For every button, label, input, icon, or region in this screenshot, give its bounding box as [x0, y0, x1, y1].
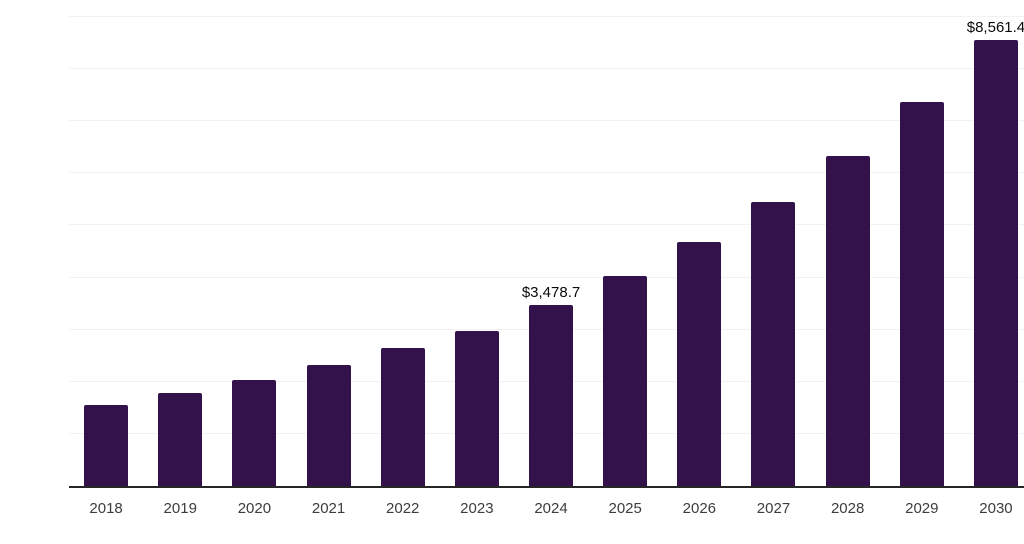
bar [232, 380, 277, 486]
bar-slot [69, 16, 143, 486]
gridline [69, 16, 1024, 17]
bar [751, 202, 796, 486]
bar [603, 276, 648, 486]
bar-slot [588, 16, 662, 486]
bar-slot [217, 16, 291, 486]
bar-slot: $3,478.7 [514, 16, 588, 486]
gridline [69, 172, 1024, 174]
bars-container: $3,478.7 $8,561.4 [69, 16, 1024, 486]
bar [529, 304, 574, 486]
gridline [69, 120, 1024, 122]
bar-slot: $8,561.4 [959, 16, 1024, 486]
x-tick-label: 2026 [682, 500, 717, 517]
bar [973, 39, 1018, 486]
bar-slot [885, 16, 959, 486]
x-tick-label: 2025 [608, 500, 642, 517]
x-tick-label: 2022 [386, 500, 420, 517]
gridline [69, 276, 1024, 278]
x-axis-tick-labels: 2018 2019 2020 2021 2022 2023 2024 2025 2026 2027… [69, 500, 1024, 518]
bar-slot [811, 16, 885, 486]
bar-slot [440, 16, 514, 486]
x-tick-label: 2021 [311, 500, 346, 517]
x-tick-label: 2019 [163, 500, 197, 517]
x-tick-label: 2018 [89, 500, 123, 517]
plot-area: $3,478.7 $8,561.4 [69, 16, 1024, 488]
bar [825, 156, 870, 486]
bar [677, 241, 722, 486]
bar-value-label: $8,561.4 [966, 18, 1024, 36]
bar [380, 348, 425, 486]
bar-value-label: $3,478.7 [521, 283, 581, 301]
bar [899, 102, 944, 486]
x-tick-label: 2030 [979, 500, 1013, 517]
x-tick-label: 2029 [905, 500, 939, 517]
x-tick-label: 2023 [460, 500, 494, 517]
bar-slot [662, 16, 736, 486]
bar-slot [736, 16, 810, 486]
gridline [69, 224, 1024, 226]
x-tick-label: 2024 [534, 500, 568, 517]
x-tick-label: 2028 [830, 500, 865, 517]
bar-slot [143, 16, 217, 486]
x-tick-label: 2020 [237, 500, 272, 517]
bar [84, 404, 129, 486]
bar [158, 392, 203, 486]
x-tick-label: 2027 [756, 500, 791, 517]
bar-slot [291, 16, 365, 486]
bar [306, 365, 351, 486]
bar [454, 331, 499, 486]
bar-slot [366, 16, 440, 486]
bar-chart: $3,478.7 $8,561.4 2018 2019 2020 2021 2022 202… [40, 16, 1024, 528]
gridline [69, 68, 1024, 70]
